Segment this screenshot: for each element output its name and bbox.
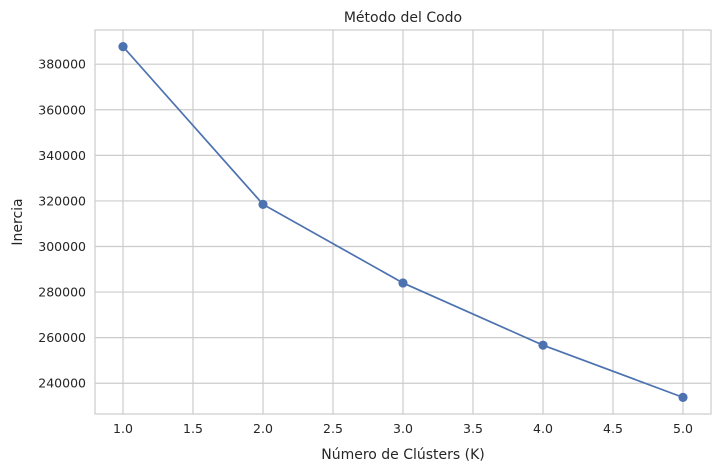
y-tick-label: 320000 — [38, 193, 86, 208]
data-point — [118, 42, 128, 52]
y-tick-labels: 240000 260000 280000 300000 320000 340000 3600… — [38, 57, 86, 391]
y-tick-label: 260000 — [38, 330, 86, 345]
x-tick-label: 3.5 — [463, 421, 483, 436]
x-tick-labels: 1.0 1.5 2.0 2.5 3.0 3.5 4.0 4.5 5.0 — [113, 421, 693, 436]
y-tick-label: 280000 — [38, 285, 86, 300]
y-tick-label: 300000 — [38, 239, 86, 254]
data-point — [258, 199, 268, 209]
data-point — [398, 278, 408, 288]
y-axis-title: Inercia — [10, 198, 26, 245]
data-point — [538, 340, 548, 350]
data-point — [678, 392, 688, 402]
x-tick-label: 2.5 — [323, 421, 343, 436]
x-tick-label: 2.0 — [253, 421, 273, 436]
y-tick-label: 380000 — [38, 57, 86, 72]
x-tick-label: 1.5 — [183, 421, 203, 436]
x-tick-label: 3.0 — [393, 421, 413, 436]
y-tick-label: 360000 — [38, 102, 86, 117]
x-tick-label: 4.0 — [533, 421, 553, 436]
x-tick-label: 4.5 — [603, 421, 623, 436]
series-group — [118, 42, 688, 402]
grid-lines — [95, 30, 711, 414]
y-tick-label: 340000 — [38, 148, 86, 163]
x-tick-label: 1.0 — [113, 421, 133, 436]
x-tick-label: 5.0 — [673, 421, 693, 436]
x-axis-title: Número de Clústers (K) — [321, 447, 485, 463]
y-tick-label: 240000 — [38, 376, 86, 391]
chart-title: Método del Codo — [344, 10, 462, 26]
